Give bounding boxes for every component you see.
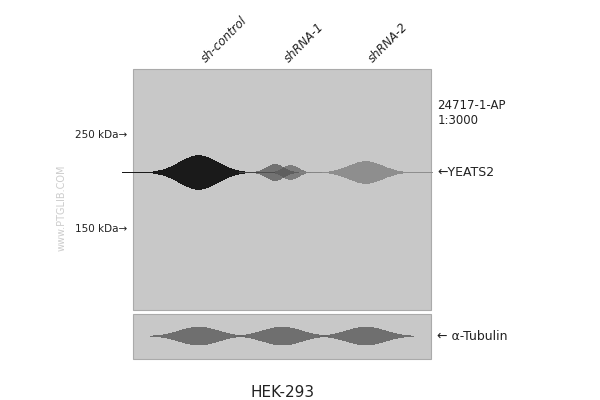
Text: shRNA-1: shRNA-1 (282, 20, 327, 65)
Text: sh-control: sh-control (199, 14, 250, 65)
Text: 250 kDa→: 250 kDa→ (74, 130, 127, 140)
Text: shRNA-2: shRNA-2 (365, 20, 410, 65)
Text: 150 kDa→: 150 kDa→ (74, 224, 127, 234)
FancyBboxPatch shape (133, 69, 431, 310)
Text: 24717-1-AP
1:3000: 24717-1-AP 1:3000 (437, 99, 506, 127)
Text: HEK-293: HEK-293 (250, 385, 314, 400)
Text: ←YEATS2: ←YEATS2 (437, 166, 494, 179)
Text: www.PTGLIB.COM: www.PTGLIB.COM (56, 165, 66, 252)
FancyBboxPatch shape (133, 314, 431, 359)
Text: ← α-Tubulin: ← α-Tubulin (437, 330, 508, 342)
